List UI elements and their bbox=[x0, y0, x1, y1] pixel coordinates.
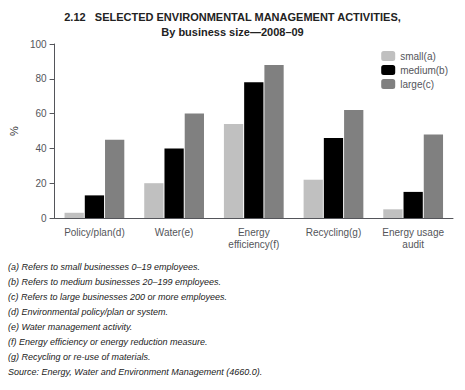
svg-text:Policy/plan(d): Policy/plan(d) bbox=[64, 227, 125, 238]
svg-text:Energy usage: Energy usage bbox=[382, 227, 444, 238]
svg-text:40: 40 bbox=[35, 143, 47, 154]
svg-text:Recycling(g): Recycling(g) bbox=[306, 227, 362, 238]
svg-text:(e) Water management activity.: (e) Water management activity. bbox=[8, 322, 132, 332]
svg-text:(c) Refers to large businesses: (c) Refers to large businesses 200 or mo… bbox=[8, 292, 227, 302]
svg-text:(b) Refers to medium businesse: (b) Refers to medium businesses 20–199 e… bbox=[8, 277, 221, 287]
svg-text:60: 60 bbox=[35, 108, 47, 119]
svg-text:100: 100 bbox=[30, 39, 47, 50]
svg-text:small(a): small(a) bbox=[400, 51, 436, 62]
svg-text:(g) Recycling or re-use of mat: (g) Recycling or re-use of materials. bbox=[8, 352, 151, 362]
svg-text:(d) Environmental policy/plan: (d) Environmental policy/plan or system. bbox=[8, 307, 168, 317]
svg-text:efficiency(f): efficiency(f) bbox=[228, 239, 279, 250]
svg-text:(a) Refers to small businesses: (a) Refers to small businesses 0–19 empl… bbox=[8, 262, 200, 272]
svg-text:By business size—2008–09: By business size—2008–09 bbox=[161, 26, 303, 38]
svg-text:Source: Energy, Water and Envi: Source: Energy, Water and Environment Ma… bbox=[8, 367, 262, 377]
svg-text:%: % bbox=[8, 126, 20, 136]
svg-text:20: 20 bbox=[35, 178, 47, 189]
svg-text:80: 80 bbox=[35, 73, 47, 84]
svg-text:Energy: Energy bbox=[238, 227, 270, 238]
svg-text:large(c): large(c) bbox=[400, 79, 434, 90]
svg-text:Water(e): Water(e) bbox=[155, 227, 194, 238]
svg-text:medium(b): medium(b) bbox=[400, 65, 448, 76]
svg-text:2.12 SELECTED ENVIRONMENTAL: 2.12 SELECTED ENVIRONMENTAL MANAGEMENT A… bbox=[64, 11, 401, 23]
svg-text:audit: audit bbox=[402, 239, 424, 250]
svg-text:(f) Energy efficiency or energ: (f) Energy efficiency or energy reductio… bbox=[8, 337, 208, 347]
svg-text:0: 0 bbox=[41, 213, 47, 224]
